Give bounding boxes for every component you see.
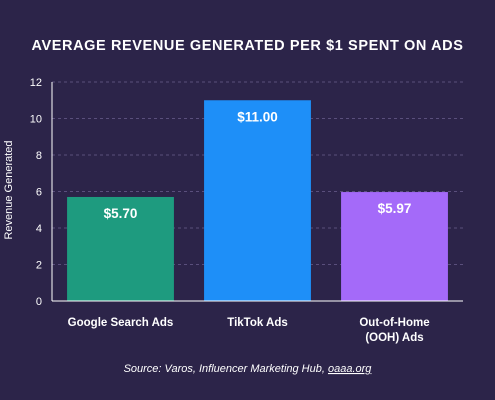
data-label: $5.97 xyxy=(378,201,412,216)
category-label: TikTok Ads xyxy=(227,317,288,329)
category-label-line: Out-of-Home xyxy=(359,317,429,329)
data-labels: $5.70 $11.00 $5.97 xyxy=(104,109,412,221)
y-tick-labels: 0 2 4 6 8 10 12 xyxy=(30,77,42,308)
bar xyxy=(67,196,174,301)
category-labels: Google Search Ads TikTok Ads Out-of-Home (O… xyxy=(68,317,430,344)
bar xyxy=(341,192,448,301)
source-note: Source: Varos, Influencer Marketing Hub,… xyxy=(124,363,373,375)
category-label: Out-of-Home (OOH) Ads xyxy=(359,317,429,344)
bar xyxy=(204,100,311,301)
category-label-line: TikTok Ads xyxy=(227,317,288,329)
data-label: $11.00 xyxy=(237,109,278,124)
bars xyxy=(67,100,448,301)
y-tick-label: 4 xyxy=(36,223,42,235)
source-link[interactable]: oaaa.org xyxy=(328,363,372,375)
y-tick-label: 2 xyxy=(36,260,42,272)
y-tick-label: 12 xyxy=(30,77,42,89)
y-tick-label: 6 xyxy=(36,187,42,199)
y-tick-label: 10 xyxy=(30,114,42,126)
y-tick-label: 8 xyxy=(36,150,42,162)
y-axis-label: Revenue Generated xyxy=(3,140,15,239)
data-label: $5.70 xyxy=(104,206,138,221)
y-tick-label: 0 xyxy=(36,296,42,308)
category-label-line: Google Search Ads xyxy=(68,317,174,329)
source-prefix: Source: Varos, Influencer Marketing Hub, xyxy=(124,363,328,375)
chart-title: AVERAGE REVENUE GENERATED PER $1 SPENT O… xyxy=(31,38,463,54)
category-label-line: (OOH) Ads xyxy=(365,332,423,344)
category-label: Google Search Ads xyxy=(68,317,174,329)
